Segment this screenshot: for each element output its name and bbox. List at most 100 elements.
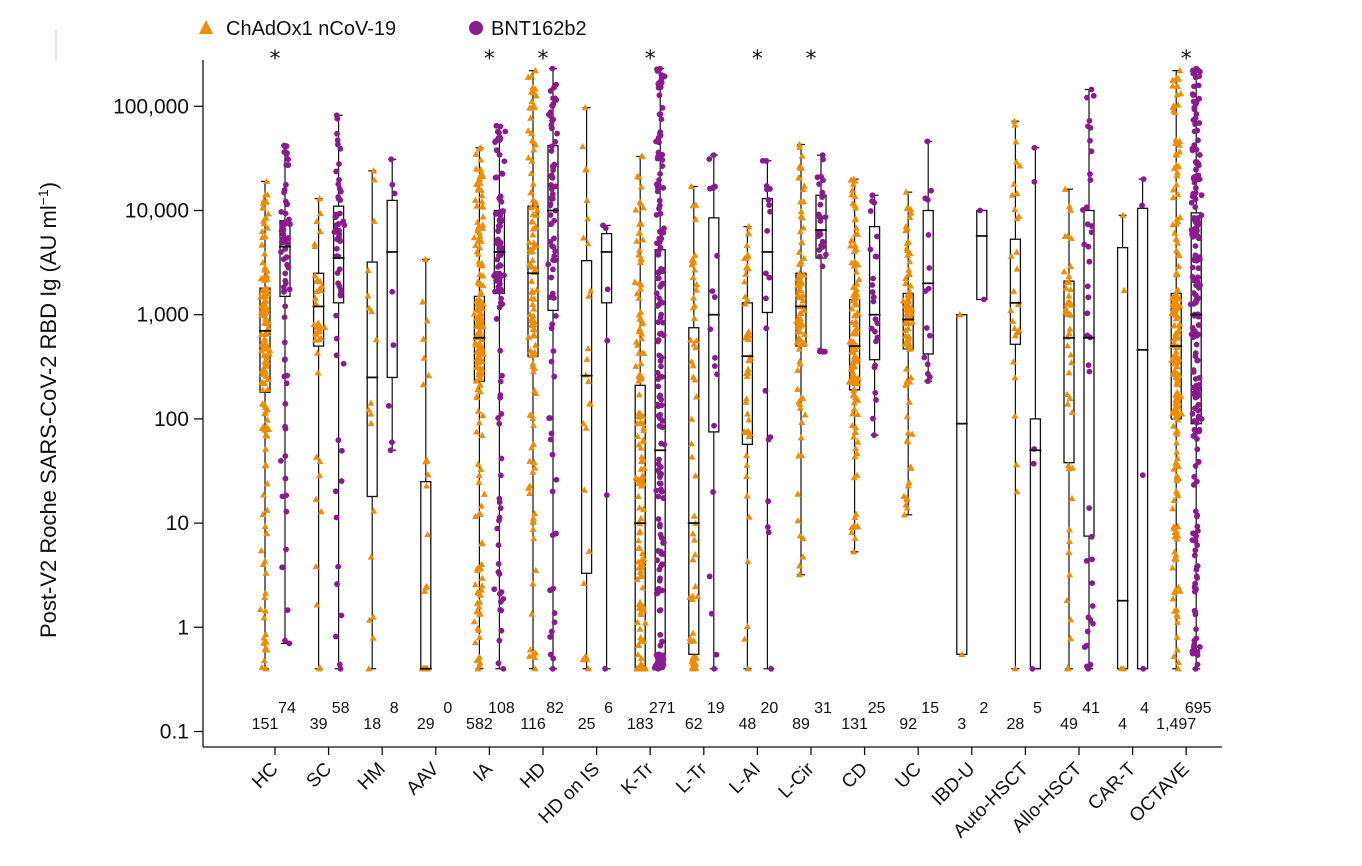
data-point (422, 583, 429, 591)
data-point (801, 340, 809, 347)
data-point (797, 394, 805, 401)
data-point (286, 640, 293, 647)
data-point (579, 143, 587, 150)
data-point (280, 284, 287, 291)
data-point (497, 505, 504, 512)
data-point (475, 603, 483, 610)
data-point (872, 389, 879, 396)
data-point (528, 157, 536, 164)
data-point (637, 654, 645, 661)
data-point (1170, 370, 1178, 377)
data-point (1063, 390, 1071, 398)
data-point (476, 261, 483, 268)
n-label-chadox1: 25 (578, 716, 596, 733)
data-point (385, 402, 392, 409)
data-point (691, 251, 699, 258)
data-point (743, 472, 750, 480)
data-point (714, 252, 720, 259)
bnt162b2-group (491, 122, 509, 672)
data-point (334, 581, 340, 587)
significance-star: * (538, 47, 549, 72)
n-label-bnt162b2: 15 (921, 700, 939, 717)
data-point (1196, 95, 1202, 102)
data-point (529, 321, 537, 329)
data-point (1174, 665, 1182, 672)
data-point (550, 348, 557, 355)
data-point (659, 299, 666, 306)
data-point (262, 569, 270, 576)
significance-star: * (1181, 47, 1192, 72)
data-point (1191, 607, 1198, 614)
data-point (633, 419, 641, 427)
data-point (264, 210, 272, 217)
data-point (525, 154, 532, 161)
data-point (743, 428, 750, 435)
data-point (580, 234, 587, 241)
data-point (799, 297, 807, 304)
data-point (527, 169, 535, 177)
data-point (1173, 374, 1181, 381)
data-point (1009, 358, 1017, 365)
data-point (372, 336, 380, 343)
data-point (473, 314, 480, 321)
data-point (711, 422, 717, 429)
data-point (743, 262, 751, 269)
data-point (1171, 533, 1179, 540)
data-point (822, 348, 828, 355)
x-tick-label: OCTAVE (1126, 759, 1194, 827)
data-point (421, 587, 429, 594)
chadox1-group (364, 167, 380, 672)
data-point (314, 319, 322, 326)
data-point (1176, 148, 1183, 155)
data-point (528, 444, 536, 451)
data-point (500, 665, 507, 672)
data-point (640, 424, 647, 431)
data-point (476, 380, 484, 388)
data-point (656, 295, 662, 302)
data-point (1084, 310, 1091, 317)
data-point (262, 314, 270, 321)
data-point (1084, 283, 1091, 290)
bnt162b2-group (867, 192, 881, 438)
data-point (632, 338, 640, 345)
data-point (1195, 322, 1202, 328)
data-point (689, 256, 697, 263)
data-point (873, 233, 880, 240)
data-point (1190, 175, 1197, 182)
data-point (634, 618, 641, 625)
data-point (1171, 548, 1178, 555)
data-point (656, 202, 663, 209)
data-point (1193, 166, 1199, 173)
data-point (797, 207, 805, 215)
data-point (1170, 465, 1178, 472)
data-point (334, 115, 341, 122)
data-point (800, 254, 808, 261)
data-point (582, 652, 590, 659)
data-point (311, 240, 319, 247)
data-point (1064, 310, 1072, 317)
data-point (636, 372, 644, 379)
data-point (532, 566, 540, 574)
data-point (851, 513, 859, 520)
data-point (496, 275, 503, 282)
data-point (1088, 86, 1095, 93)
data-point (262, 461, 270, 468)
data-point (389, 288, 396, 295)
data-point (854, 410, 862, 418)
data-point (478, 502, 485, 509)
n-label-chadox1: 92 (899, 716, 917, 733)
data-point (710, 489, 716, 495)
data-point (796, 562, 803, 569)
data-point (1067, 262, 1074, 269)
data-point (1119, 211, 1127, 218)
data-point (257, 547, 265, 554)
data-point (656, 197, 663, 204)
chadox1-group (955, 311, 968, 657)
data-point (1007, 306, 1015, 313)
data-point (638, 349, 646, 356)
data-point (1194, 523, 1201, 530)
data-point (1011, 374, 1019, 381)
data-point (1192, 580, 1198, 587)
